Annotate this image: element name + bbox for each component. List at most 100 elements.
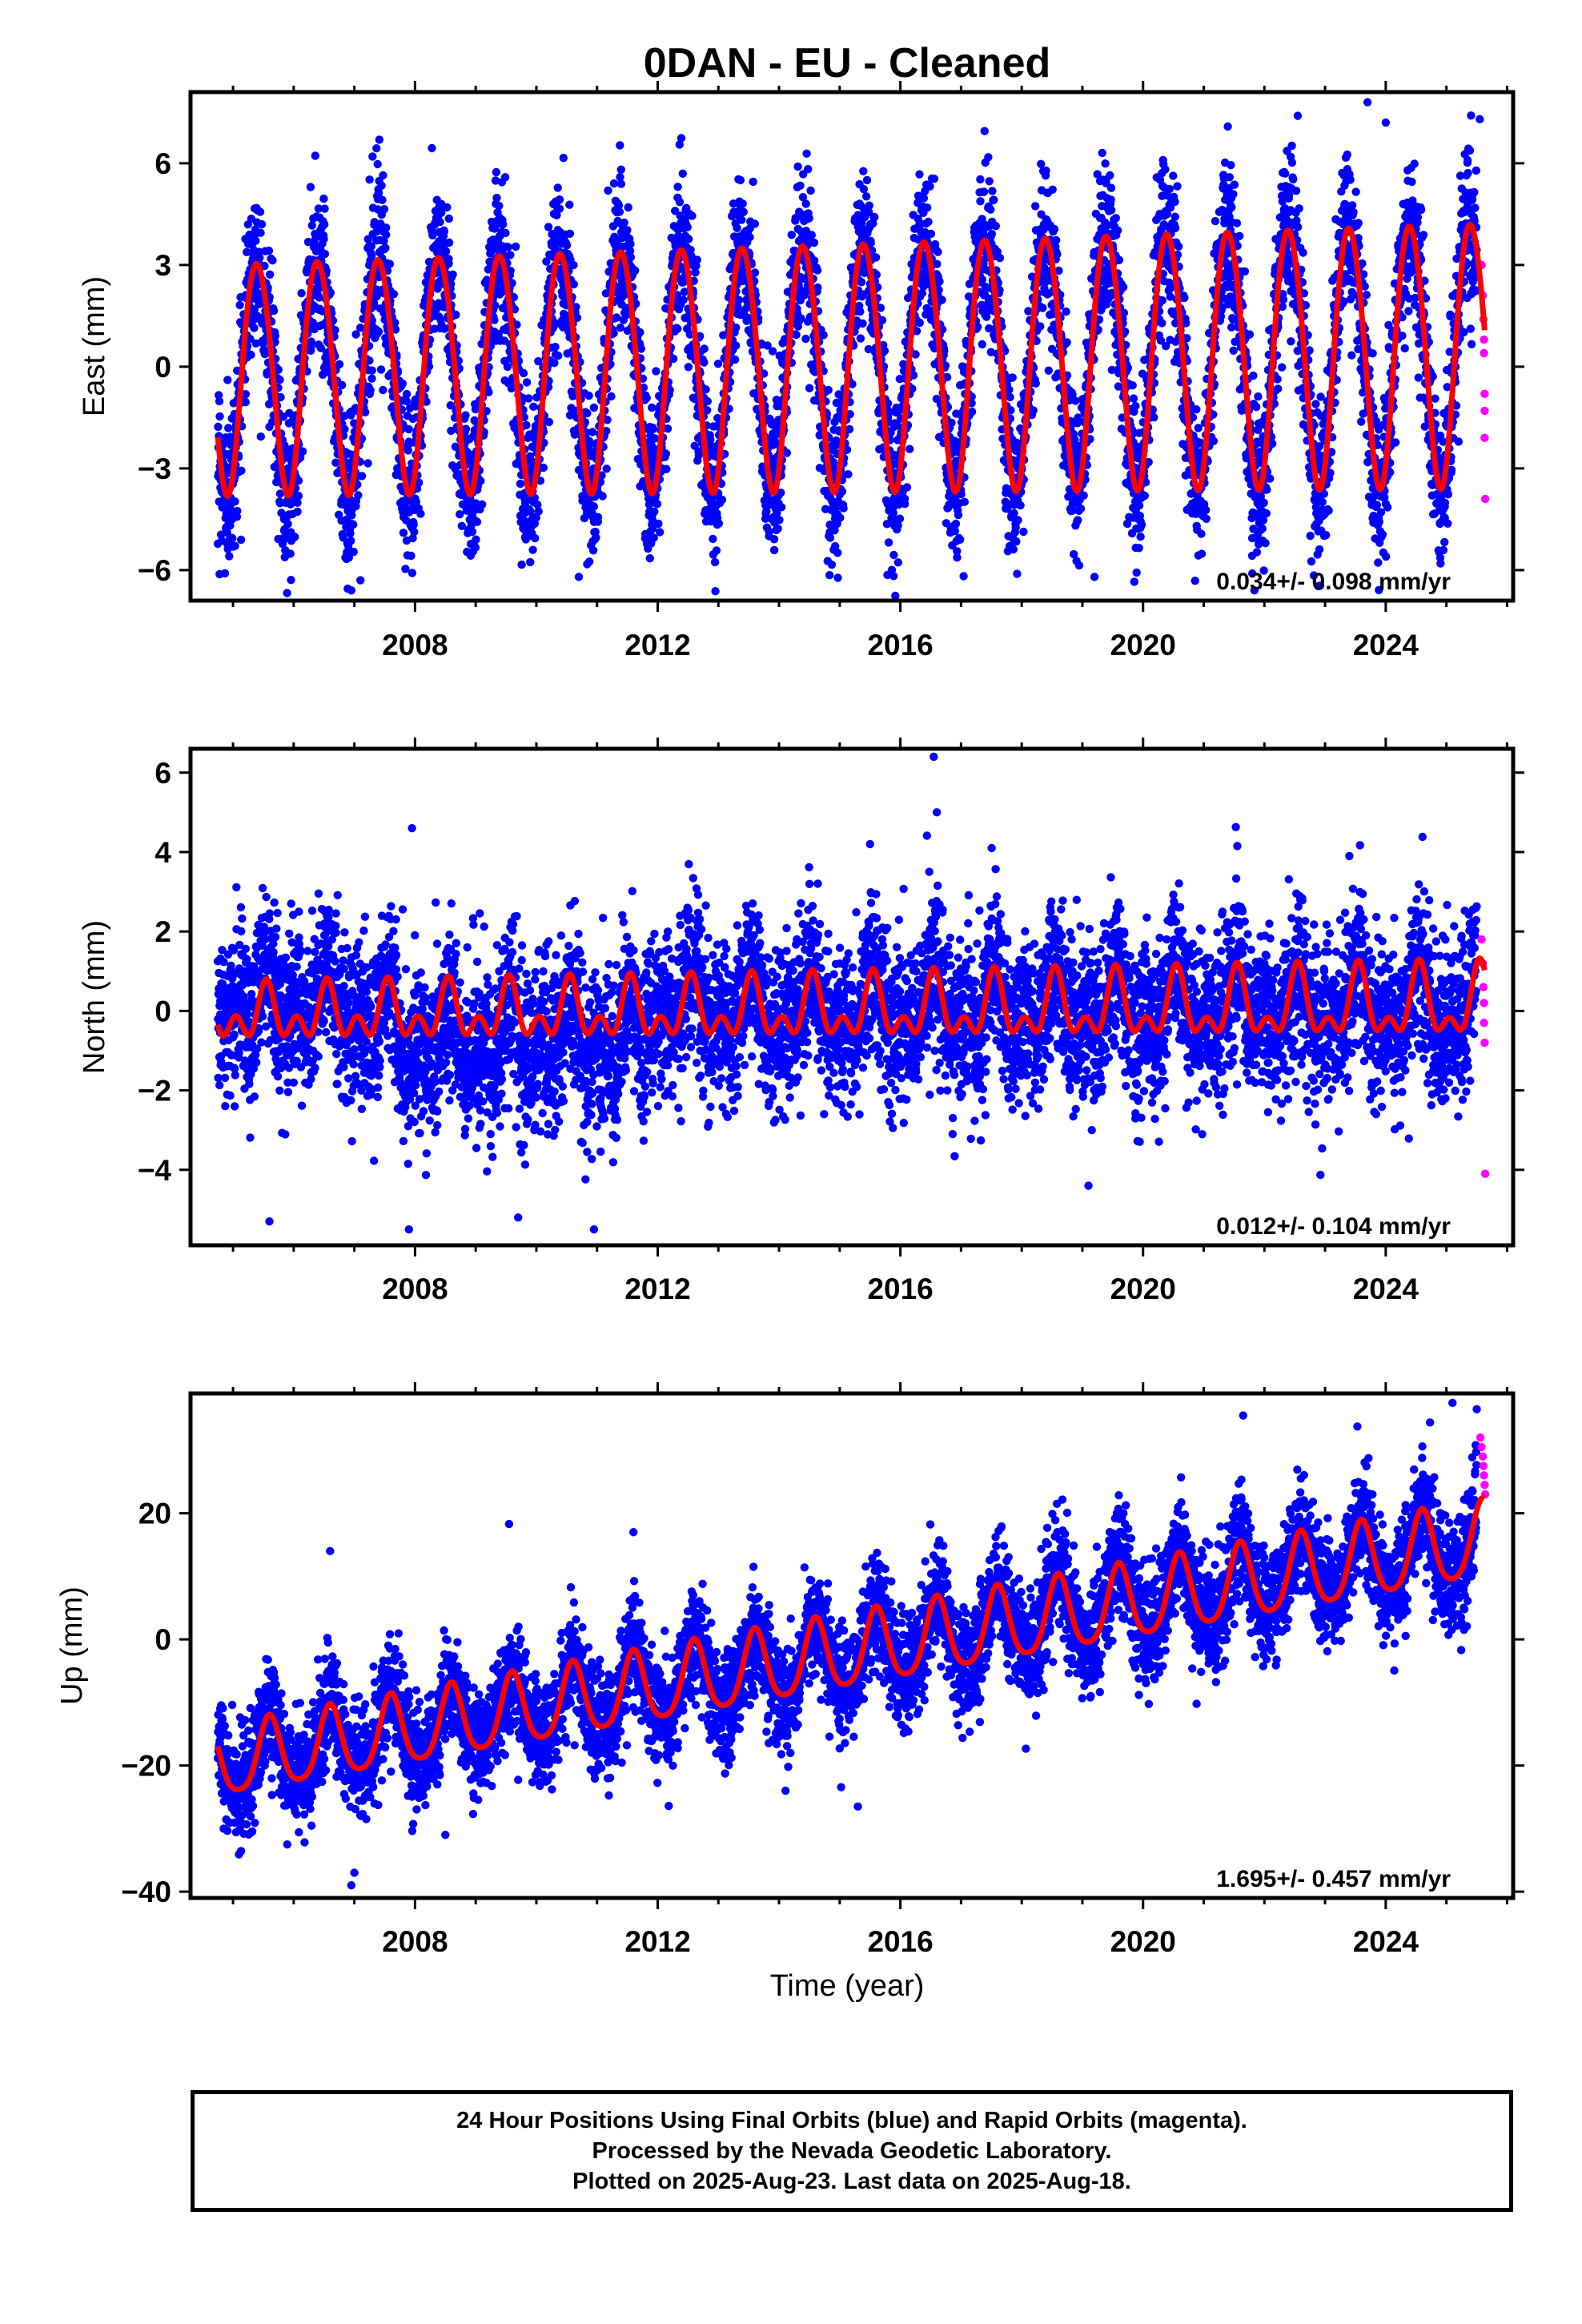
east-final-point [472,535,480,544]
east-final-point [1014,516,1022,525]
east-final-point [685,235,693,243]
east-final-point [340,424,349,434]
east-final-point [777,503,786,512]
east-final-point [862,175,872,185]
east-final-point [293,498,302,507]
east-final-point [372,292,381,301]
east-final-point [243,247,251,256]
east-final-point [351,330,360,339]
east-final-point [902,483,912,492]
east-final-point [476,476,485,485]
east-final-point [713,360,723,368]
east-final-point [215,412,224,421]
east-final-point [825,533,835,542]
east-final-point [592,533,600,542]
east-final-point [736,175,745,185]
east-final-point [550,359,559,368]
east-final-point [642,393,651,403]
east-final-point [565,200,574,209]
east-final-point [374,327,383,336]
east-final-point [827,560,837,569]
east-final-point [570,430,580,439]
east-final-point [428,143,436,153]
east-final-point [701,385,710,394]
east-final-point [801,199,810,208]
east-final-point [374,188,383,198]
east-final-point [412,497,421,506]
east-final-point [703,396,712,406]
east-final-point [978,340,987,349]
east-final-point [569,279,578,289]
east-final-point [471,543,480,552]
east-final-point [934,247,942,256]
east-final-point [291,533,299,541]
east-final-point [889,550,898,560]
east-final-point [265,270,275,279]
east-final-point [712,546,721,555]
east-final-point [437,208,446,217]
east-final-point [956,535,965,544]
east-final-point [344,553,353,562]
east-final-point [768,347,777,356]
east-final-point [308,318,317,327]
east-final-point [1050,224,1059,234]
east-final-point [954,510,963,520]
east-final-point [335,360,344,369]
east-final-point [319,235,328,243]
east-final-point [626,253,636,262]
east-final-point [224,424,233,432]
east-final-point [926,182,934,191]
east-final-point [1074,561,1084,570]
east-final-point [1071,396,1080,405]
east-final-point [588,428,597,436]
east-final-point [950,526,960,536]
east-final-point [631,266,640,275]
east-final-point [923,203,932,212]
east-final-point [509,292,518,302]
east-final-point [1079,491,1088,500]
east-final-point [602,427,611,436]
east-final-point [320,204,329,213]
east-final-point [766,607,774,615]
east-final-point [231,541,239,550]
east-final-point [246,335,255,344]
east-final-point [792,330,801,340]
east-final-point [519,368,528,378]
east-final-point [233,506,242,516]
east-final-point [585,438,594,447]
east-final-point [1106,206,1116,215]
east-final-point [490,316,499,324]
east-final-point [440,227,448,236]
east-final-point [461,411,470,420]
east-final-point [528,545,537,554]
east-final-point [522,378,532,387]
east-final-point [650,507,659,516]
east-final-point [531,533,540,543]
east-final-point [995,254,1005,263]
east-final-point [845,424,854,434]
east-final-point [733,223,741,232]
east-final-point [287,576,295,585]
east-final-point [504,243,512,251]
east-final-point [833,573,842,582]
east-final-point [572,313,582,322]
east-final-point [307,338,315,347]
east-final-point [376,365,386,374]
east-final-point [448,270,457,279]
east-final-point [809,238,819,247]
east-final-point [377,181,386,190]
east-final-point [1106,171,1114,180]
east-final-point [555,195,564,204]
east-final-point [508,279,516,287]
east-final-point [1044,366,1054,375]
east-final-point [399,529,408,537]
east-final-point [924,217,933,227]
east-final-point [236,535,246,545]
east-final-point [228,533,237,543]
east-final-point [363,459,372,468]
east-final-point [268,256,277,265]
east-final-point [652,500,662,509]
east-final-point [650,434,660,443]
east-final-point [241,390,251,399]
